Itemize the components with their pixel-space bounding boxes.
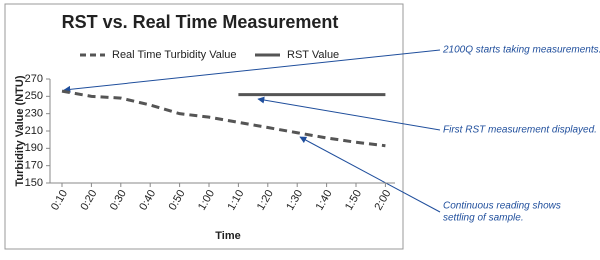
arrow xyxy=(257,96,441,131)
y-tick-label: 250 xyxy=(25,90,43,102)
y-tick-label: 170 xyxy=(25,160,43,172)
annotations: 2100Q starts taking measurements. First R… xyxy=(442,45,600,224)
y-tick-label: 230 xyxy=(25,108,43,120)
annotation-arrows xyxy=(63,49,441,213)
y-axis-title: Turbidity Value (NTU) xyxy=(14,75,26,186)
chart-frame xyxy=(4,3,404,250)
arrow xyxy=(63,49,441,93)
chart-title: RST vs. Real Time Measurement xyxy=(62,12,339,32)
y-tick-label: 210 xyxy=(25,125,43,137)
legend-label: Real Time Turbidity Value xyxy=(112,49,237,61)
annotation: First RST measurement displayed. xyxy=(443,125,597,136)
series-line xyxy=(61,89,386,148)
y-tick-label: 270 xyxy=(25,73,43,85)
arrow xyxy=(299,136,441,213)
annotation: Continuous reading shows xyxy=(443,201,561,212)
legend-label: RST Value xyxy=(287,49,339,61)
y-tick-label: 190 xyxy=(25,142,43,154)
annotation: settling of sample. xyxy=(443,213,524,224)
x-axis-title: Time xyxy=(215,230,240,242)
y-tick-label: 150 xyxy=(25,177,43,189)
annotation: 2100Q starts taking measurements. xyxy=(442,45,600,56)
